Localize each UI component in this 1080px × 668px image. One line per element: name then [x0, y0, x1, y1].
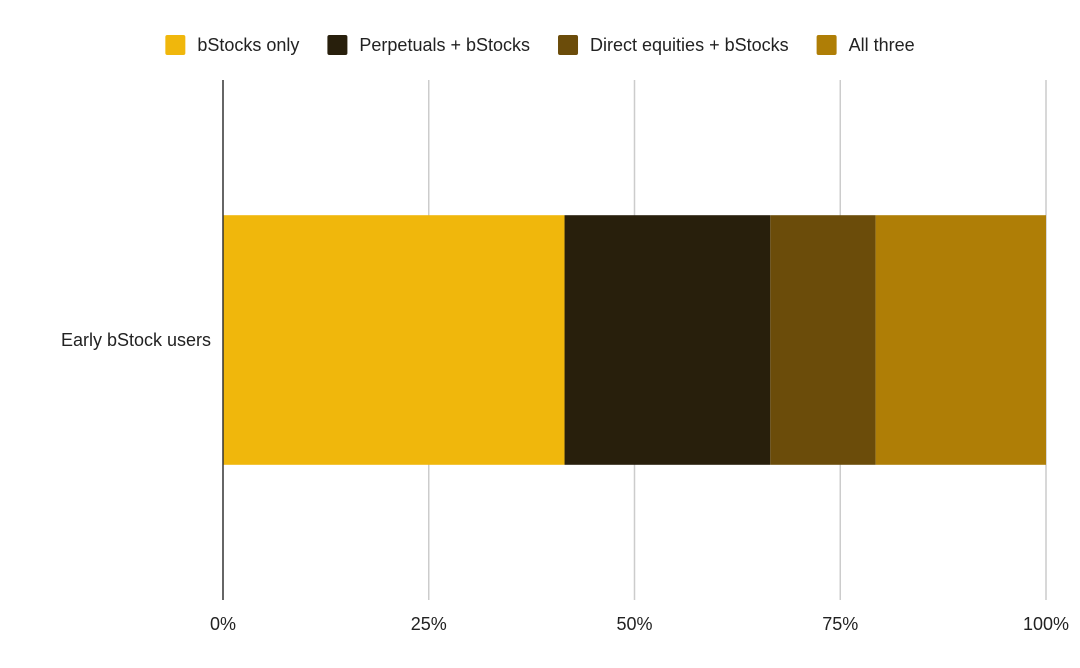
legend-swatch	[327, 35, 348, 55]
x-tick-label: 100%	[1023, 614, 1069, 634]
bar-segment-4	[875, 215, 1046, 465]
x-tick-label: 75%	[822, 614, 858, 634]
legend-item: Perpetuals + bStocks	[327, 35, 530, 55]
legend-item: bStocks only	[165, 35, 299, 55]
legend-item: Direct equities + bStocks	[558, 35, 789, 55]
legend-label: bStocks only	[197, 35, 299, 55]
legend-swatch	[558, 35, 579, 55]
bar-segment-1	[223, 215, 565, 465]
category-label: Early bStock users	[61, 330, 211, 350]
bar-segment-3	[770, 215, 876, 465]
legend-swatch	[165, 35, 186, 55]
category-labels: Early bStock users	[61, 330, 211, 350]
x-tick-label: 50%	[616, 614, 652, 634]
legend-item: All three	[816, 35, 915, 55]
bars	[223, 215, 1046, 465]
legend-label: Direct equities + bStocks	[590, 35, 789, 55]
legend-label: All three	[849, 35, 915, 55]
legend: bStocks only Perpetuals + bStocks Direct e…	[165, 35, 915, 55]
x-tick-label: 0%	[210, 614, 236, 634]
legend-swatch	[816, 35, 837, 55]
legend-label: Perpetuals + bStocks	[359, 35, 530, 55]
x-tick-label: 25%	[411, 614, 447, 634]
x-axis-tick-labels: 0% 25% 50% 75% 100%	[210, 614, 1069, 634]
bar-segment-2	[564, 215, 771, 465]
